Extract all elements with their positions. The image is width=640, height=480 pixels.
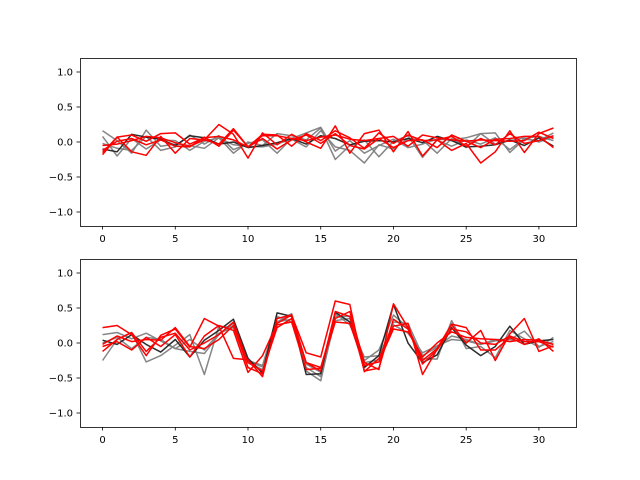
series-line-7 [102,310,554,372]
x-tick-label: 5 [172,234,178,245]
x-tick-label: 10 [242,435,255,446]
x-tick-label: 20 [387,435,400,446]
series-group [101,300,554,382]
series-line-3 [102,317,554,378]
subplot-2: 0 5 10 15 20 25 30 −1.0 −0.5 0.0 0.5 1.0 [49,259,577,446]
x-tick-label: 15 [314,234,327,245]
series-line-8 [102,321,554,375]
x-tick-label: 10 [242,234,255,245]
y-tick-label: 0.0 [57,138,73,149]
x-tick-label: 0 [99,234,105,245]
y-tick-label: 1.0 [57,68,73,79]
x-tick-label: 0 [99,435,105,446]
series-line-8 [102,127,554,150]
y-tick-label: −1.0 [49,208,73,219]
x-tick-label: 5 [172,435,178,446]
y-tick-label: 0.5 [57,304,73,315]
axes-frame [80,259,577,428]
series-line-5 [101,123,554,164]
x-tick-label: 30 [533,435,546,446]
x-tick-label: 25 [460,435,473,446]
y-tick-label: −0.5 [49,374,73,385]
y-tick-label: −0.5 [49,173,73,184]
y-tick-label: 0.0 [57,339,73,350]
y-tick-label: 1.0 [57,269,73,280]
x-tick-label: 15 [314,435,327,446]
x-tick-label: 30 [533,234,546,245]
x-tick-label: 25 [460,234,473,245]
series-line-5 [102,300,554,378]
y-tick-label: −1.0 [49,409,73,420]
subplot-1: 0 5 10 15 20 25 30 −1.0 −0.5 0.0 0.5 1.0 [49,58,577,245]
series-group [101,123,554,164]
axes-frame [80,58,577,227]
y-tick-label: 0.5 [57,103,73,114]
x-tick-label: 20 [387,234,400,245]
